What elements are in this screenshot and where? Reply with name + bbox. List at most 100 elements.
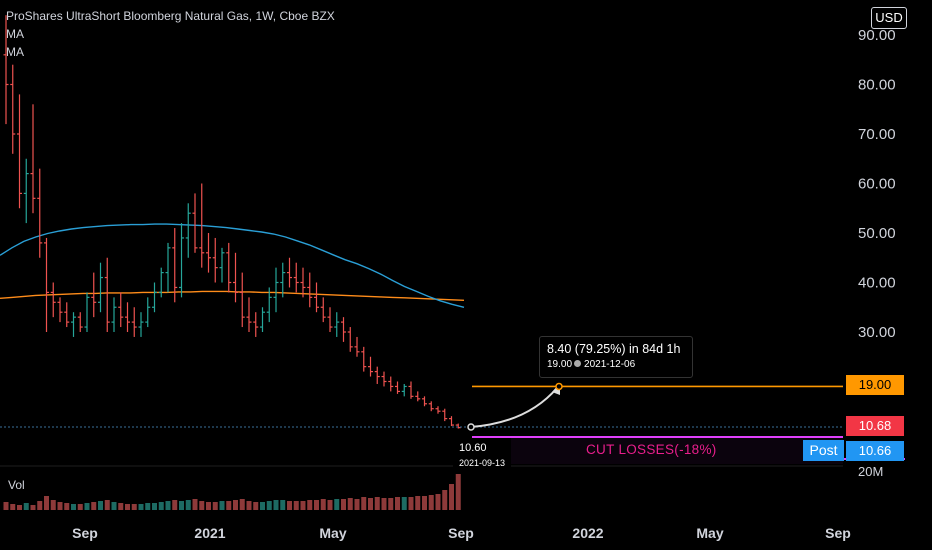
clock-icon [574, 360, 582, 367]
volume-bar [152, 503, 157, 510]
volume-bar [381, 498, 387, 510]
volume-bar [91, 502, 97, 510]
ohlc-bar [455, 423, 461, 429]
ohlc-bar [77, 312, 83, 332]
measure-end-point [555, 382, 563, 391]
stop-loss-zone [472, 436, 843, 464]
ohlc-bar [341, 317, 346, 342]
ohlc-bar [246, 297, 252, 332]
ohlc-bar [253, 312, 259, 337]
ohlc-bar [91, 272, 97, 318]
stop-loss-label: CUT LOSSES(-18%) [586, 442, 717, 457]
volume-bar [320, 499, 326, 510]
ohlc-bar [165, 242, 171, 293]
measure-target-price: 19.00 [547, 359, 573, 370]
volume-label[interactable]: Vol [8, 478, 25, 492]
measure-target-date: 2021-12-06 [584, 359, 636, 370]
volume-bar [401, 497, 407, 510]
ohlc-bar [3, 15, 9, 125]
y-tick-label: 40.00 [858, 275, 896, 292]
ohlc-bar [64, 302, 70, 328]
measure-start-point [467, 423, 475, 431]
volume-bar [30, 505, 36, 510]
ohlc-bar [314, 282, 319, 313]
ohlc-bar [50, 282, 56, 318]
measure-tooltip: 8.40 (79.25%) in 84d 1h 19.00 2021-12-06 [539, 336, 693, 378]
chart-title: ProShares UltraShort Bloomberg Natural G… [6, 9, 335, 23]
volume-bar [118, 503, 124, 510]
volume-bar [239, 499, 245, 510]
point-price: 10.60 [459, 442, 487, 454]
ohlc-bars [3, 15, 461, 429]
ohlc-bar [354, 336, 360, 357]
ohlc-bar [239, 272, 245, 328]
measure-target: 19.00 2021-12-06 [547, 359, 635, 370]
volume-bar [219, 501, 225, 510]
x-tick-label: May [319, 525, 346, 541]
post-price-tag: 10.66 [846, 441, 904, 461]
ohlc-bar [408, 381, 414, 399]
ohlc-bar [361, 346, 367, 372]
ma-legend-2[interactable]: MA [6, 45, 24, 59]
volume-bar [361, 497, 367, 510]
ohlc-bar [17, 94, 22, 209]
volume-bar [287, 501, 292, 510]
volume-bar [50, 500, 56, 510]
measure-arrow [470, 387, 558, 428]
ohlc-bar [287, 257, 292, 288]
ohlc-bar [192, 193, 198, 253]
volume-bar [206, 502, 211, 510]
volume-bar [422, 496, 427, 510]
ohlc-bar [158, 267, 164, 298]
ohlc-bar [293, 262, 299, 293]
x-tick-label: 2021 [194, 525, 225, 541]
last-price-tag: 10.68 [846, 416, 904, 436]
ohlc-bar [185, 203, 191, 258]
ma-slow-line [0, 290, 465, 301]
volume-bar [374, 497, 380, 510]
volume-bar [273, 500, 279, 510]
volume-bar [347, 498, 353, 510]
currency-button[interactable]: USD [871, 7, 907, 29]
target-price-tag: 19.00 [846, 375, 904, 395]
ohlc-bar [98, 262, 103, 313]
ohlc-bar [374, 366, 380, 384]
point-date: 2021-09-13 [459, 458, 506, 468]
ma-fast-line [0, 223, 465, 308]
volume-bar [233, 500, 238, 510]
ohlc-bar [381, 371, 387, 387]
ohlc-bar [179, 223, 184, 298]
volume-bar [334, 499, 340, 510]
ohlc-bar [57, 297, 63, 323]
volume-bar [37, 501, 43, 510]
ma-fast [0, 223, 465, 308]
volume-bar [435, 494, 441, 510]
ohlc-bar [118, 292, 124, 328]
volume-bar [408, 497, 414, 510]
volume-bar [354, 499, 360, 510]
ohlc-bar [138, 312, 144, 337]
y-tick-label: 30.00 [858, 324, 896, 341]
ohlc-bar [442, 408, 448, 422]
ohlc-bar [145, 297, 151, 328]
volume-bar [314, 500, 319, 510]
ohlc-bar [206, 233, 211, 273]
volume-bar [71, 504, 76, 510]
volume-bar [57, 502, 63, 510]
ohlc-bar [219, 247, 225, 283]
ohlc-bar [131, 307, 137, 337]
ohlc-bar [368, 356, 373, 377]
volume-bar [84, 503, 90, 510]
ohlc-bar [44, 237, 49, 332]
ohlc-bar [320, 297, 326, 323]
volume-bar [23, 503, 29, 510]
ma-legend-1[interactable]: MA [6, 27, 24, 41]
volume-bar [111, 502, 117, 510]
ohlc-bar [30, 104, 36, 214]
volume-bar [226, 501, 232, 510]
x-axis: Sep 2021 May Sep 2022 May Sep [72, 525, 851, 541]
ohlc-bar [111, 297, 117, 332]
ohlc-bar [435, 406, 441, 414]
volume-axis-label: 20M [858, 464, 884, 479]
